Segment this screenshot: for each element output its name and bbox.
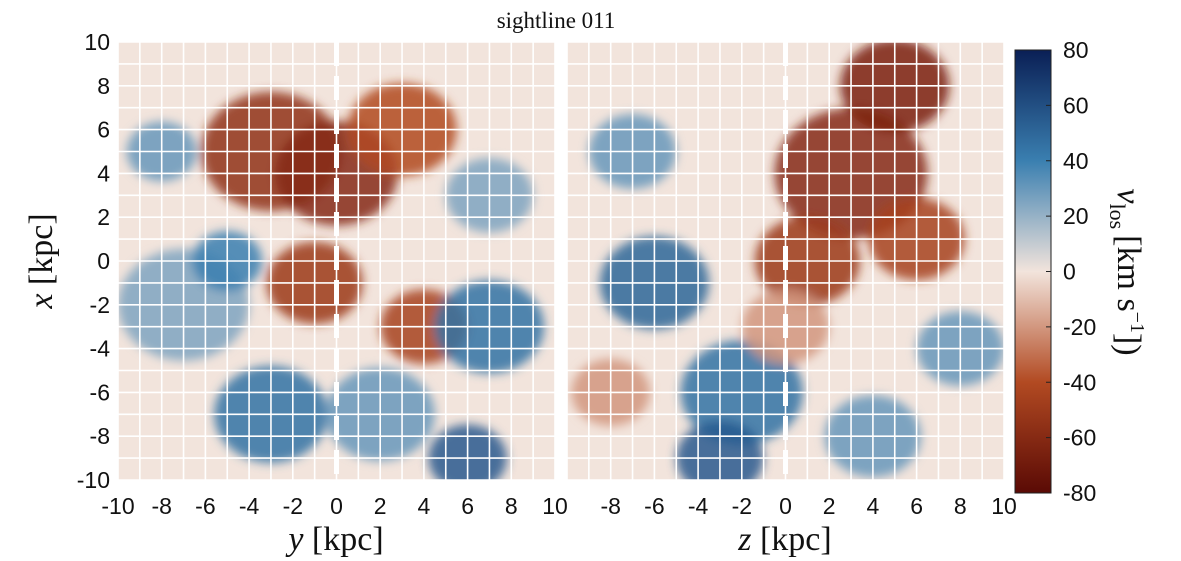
colorbar-label-sub: los	[1105, 203, 1130, 229]
chart-title: sightline 011	[497, 8, 616, 33]
xtick-label: 2	[374, 493, 387, 519]
panel-left-xlabel: y [kpc]	[285, 521, 383, 558]
xtick-label: 0	[779, 493, 792, 519]
xtick-label: 0	[330, 493, 343, 519]
ytick-label: -8	[90, 423, 110, 449]
panel-right-xticks: -8 -6 -4 -2 0 2 4 6 8 10	[600, 493, 1016, 519]
xtick-label: 6	[910, 493, 923, 519]
panel-left-grid	[117, 41, 556, 481]
panel-right-xlabel-var: z	[737, 521, 751, 558]
xtick-label: -6	[644, 493, 664, 519]
panel-right: -8 -6 -4 -2 0 2 4 6 8 10 z [kpc]	[566, 41, 1017, 558]
ytick-label: -6	[90, 379, 110, 405]
xtick-label: -8	[151, 493, 171, 519]
xtick-label: -4	[239, 493, 260, 519]
xtick-label: 4	[418, 493, 431, 519]
xtick-label: 10	[991, 493, 1017, 519]
colorbar-tick-label: 20	[1063, 203, 1089, 229]
xtick-label: -8	[600, 493, 620, 519]
colorbar-label-close: ])	[1110, 333, 1147, 356]
panel-left-xticks: -10 -8 -6 -4 -2 0 2 4 6 8 10	[101, 493, 567, 519]
colorbar-tick-label: 80	[1063, 37, 1089, 63]
colorbar-tick-label: -20	[1063, 314, 1096, 340]
panel-right-xlabel: z [kpc]	[737, 521, 831, 558]
xtick-label: 10	[542, 493, 568, 519]
colorbar-tick-label: -60	[1063, 425, 1096, 451]
panel-left-xlabel-unit: [kpc]	[312, 521, 384, 558]
xtick-label: 8	[954, 493, 967, 519]
panel-right-grid	[566, 41, 1005, 481]
xtick-label: -6	[195, 493, 215, 519]
ytick-label: -2	[90, 292, 110, 318]
panel-left-ylabel-var: x	[23, 294, 60, 310]
xtick-label: -10	[101, 493, 134, 519]
panel-left-ylabel-unit: [kpc]	[23, 213, 60, 285]
ytick-label: 8	[97, 73, 110, 99]
xtick-label: -2	[732, 493, 752, 519]
panel-left: -10 -8 -6 -4 -2 0 2 4 6 8 10 10 8 6 4 2 0 -2 -4 -6 -8 -10 y …	[23, 29, 568, 558]
ytick-label: 2	[97, 204, 110, 230]
xtick-label: 8	[505, 493, 518, 519]
xtick-label: 2	[823, 493, 836, 519]
xtick-label: 6	[461, 493, 474, 519]
colorbar-label: vlos [km s−1])	[1105, 188, 1148, 355]
ytick-label: 4	[97, 160, 110, 186]
panel-left-ylabel: x [kpc]	[23, 213, 60, 309]
ytick-label: 6	[97, 117, 110, 143]
colorbar: 80 60 40 20 0 -20 -40 -60 -80 vlos [km s−1])	[1014, 37, 1148, 506]
colorbar-tick-label: -40	[1063, 369, 1096, 395]
xtick-label: -4	[688, 493, 709, 519]
colorbar-tick-label: 0	[1063, 259, 1076, 285]
colorbar-tick-label: 60	[1063, 92, 1089, 118]
panel-right-xlabel-unit: [kpc]	[760, 521, 832, 558]
colorbar-tick-label: 40	[1063, 148, 1089, 174]
ytick-label: 10	[84, 29, 110, 55]
colorbar-gradient	[1014, 49, 1052, 494]
panel-left-xlabel-var: y	[285, 521, 304, 558]
colorbar-label-unit: [km s	[1110, 235, 1147, 312]
xtick-label: 4	[867, 493, 880, 519]
colorbar-label-main: v	[1110, 188, 1147, 204]
colorbar-tick-label: -80	[1063, 480, 1096, 506]
colorbar-ticks: 80 60 40 20 0 -20 -40 -60 -80	[1046, 37, 1096, 506]
xtick-label: -2	[283, 493, 303, 519]
panel-left-yticks: 10 8 6 4 2 0 -2 -4 -6 -8 -10	[77, 29, 110, 493]
ytick-label: 0	[97, 248, 110, 274]
ytick-label: -10	[77, 467, 110, 493]
colorbar-label-exp: −1	[1126, 312, 1148, 333]
ytick-label: -4	[90, 336, 111, 362]
